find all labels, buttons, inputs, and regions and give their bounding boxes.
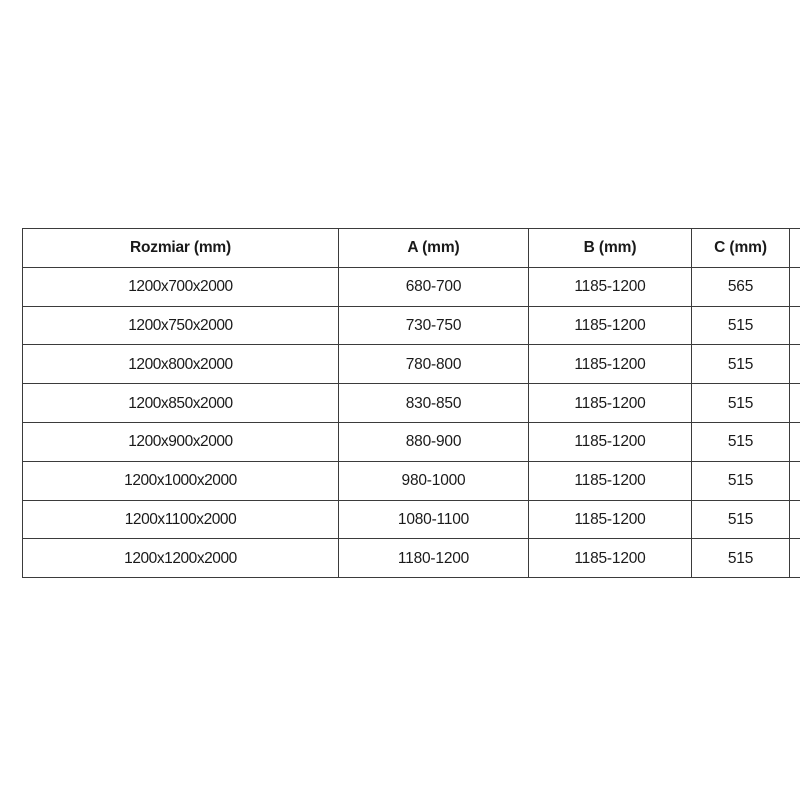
table-row: 1200x800x2000 780-800 1185-1200 515 620 … (22, 344, 800, 385)
cell-a: 880-900 (338, 421, 529, 462)
cell-size: 1200x1200x2000 (22, 538, 339, 579)
cell-b: 1185-1200 (528, 538, 692, 579)
cell-size: 1200x1000x2000 (22, 460, 339, 501)
cell-size: 1200x1100x2000 (22, 499, 339, 540)
table-row: 1200x1100x2000 1080-1100 1185-1200 515 6… (22, 499, 800, 540)
cell-a: 980-1000 (338, 460, 529, 501)
table-row: 1200x1000x2000 980-1000 1185-1200 515 62… (22, 460, 800, 501)
cell-a: 780-800 (338, 344, 529, 385)
cell-d: 620 (789, 305, 800, 346)
cell-c: 515 (691, 421, 790, 462)
dimension-table-container: Rozmiar (mm) A (mm) B (mm) C (mm) D (mm)… (22, 228, 800, 579)
cell-c: 515 (691, 305, 790, 346)
cell-c: 565 (691, 266, 790, 307)
cell-b: 1185-1200 (528, 266, 692, 307)
table-header-row: Rozmiar (mm) A (mm) B (mm) C (mm) D (mm)… (22, 228, 800, 268)
column-header-c: C (mm) (691, 228, 790, 268)
cell-c: 515 (691, 499, 790, 540)
table-row: 1200x1200x2000 1180-1200 1185-1200 515 6… (22, 538, 800, 579)
cell-b: 1185-1200 (528, 499, 692, 540)
cell-d: 620 (789, 383, 800, 423)
cell-a: 1080-1100 (338, 499, 529, 540)
cell-b: 1185-1200 (528, 421, 692, 462)
cell-d: 620 (789, 499, 800, 540)
cell-c: 515 (691, 383, 790, 423)
table-header: Rozmiar (mm) A (mm) B (mm) C (mm) D (mm)… (22, 228, 800, 268)
table-row: 1200x850x2000 830-850 1185-1200 515 620 … (22, 383, 800, 423)
column-header-a: A (mm) (338, 228, 529, 268)
cell-d: 620 (789, 538, 800, 579)
table-row: 1200x900x2000 880-900 1185-1200 515 620 … (22, 421, 800, 462)
column-header-d: D (mm) (789, 228, 800, 268)
cell-size: 1200x900x2000 (22, 421, 339, 462)
cell-d: 620 (789, 460, 800, 501)
column-header-size: Rozmiar (mm) (22, 228, 339, 268)
cell-d: 620 (789, 344, 800, 385)
table-row: 1200x700x2000 680-700 1185-1200 565 620 … (22, 266, 800, 307)
cell-b: 1185-1200 (528, 305, 692, 346)
cell-d: 620 (789, 266, 800, 307)
cell-size: 1200x850x2000 (22, 383, 339, 423)
cell-a: 680-700 (338, 266, 529, 307)
cell-a: 730-750 (338, 305, 529, 346)
cell-a: 830-850 (338, 383, 529, 423)
dimension-table: Rozmiar (mm) A (mm) B (mm) C (mm) D (mm)… (22, 228, 800, 579)
cell-b: 1185-1200 (528, 344, 692, 385)
cell-c: 515 (691, 538, 790, 579)
table-body: 1200x700x2000 680-700 1185-1200 565 620 … (22, 266, 800, 579)
cell-size: 1200x800x2000 (22, 344, 339, 385)
cell-size: 1200x750x2000 (22, 305, 339, 346)
cell-b: 1185-1200 (528, 460, 692, 501)
column-header-b: B (mm) (528, 228, 692, 268)
cell-c: 515 (691, 460, 790, 501)
cell-c: 515 (691, 344, 790, 385)
table-row: 1200x750x2000 730-750 1185-1200 515 620 … (22, 305, 800, 346)
cell-b: 1185-1200 (528, 383, 692, 423)
cell-size: 1200x700x2000 (22, 266, 339, 307)
cell-a: 1180-1200 (338, 538, 529, 579)
cell-d: 620 (789, 421, 800, 462)
